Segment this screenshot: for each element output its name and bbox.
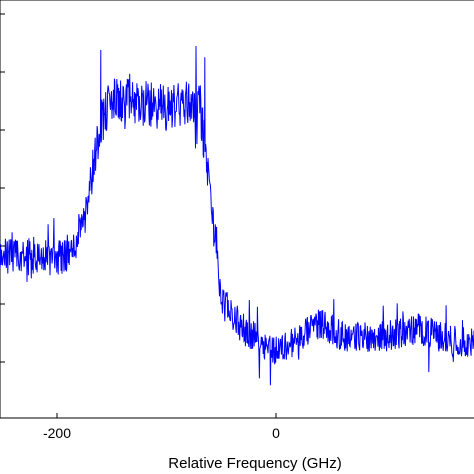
plot-area: -600-400-2000200400 (0, 0, 474, 441)
y-axis-ticks (0, 13, 5, 363)
x-tick-label: 0 (272, 425, 280, 441)
x-axis-ticks: -600-400-2000200400 (43, 413, 280, 441)
spectrum-series-line (0, 45, 474, 386)
x-axis-title: Relative Frequency (GHz) (168, 455, 341, 472)
x-tick-label: -200 (43, 425, 71, 441)
axes-frame (0, 0, 474, 419)
